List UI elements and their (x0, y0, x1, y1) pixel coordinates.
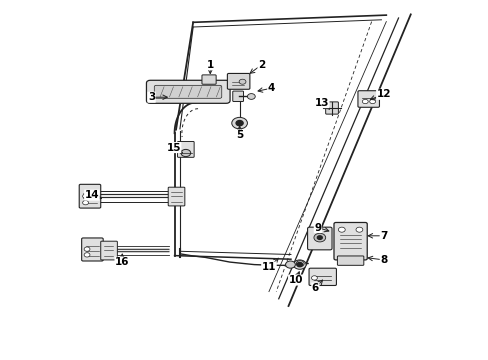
Circle shape (285, 261, 295, 268)
FancyBboxPatch shape (168, 187, 184, 206)
Text: 6: 6 (311, 283, 318, 293)
Circle shape (296, 261, 304, 266)
Circle shape (82, 201, 88, 205)
FancyBboxPatch shape (357, 91, 379, 107)
Circle shape (293, 260, 305, 269)
Circle shape (181, 149, 190, 157)
Text: 15: 15 (166, 143, 181, 153)
Text: 5: 5 (236, 130, 243, 140)
Text: 12: 12 (376, 89, 390, 99)
Circle shape (247, 94, 255, 99)
FancyBboxPatch shape (101, 241, 117, 260)
FancyBboxPatch shape (333, 222, 366, 260)
Circle shape (84, 247, 90, 251)
FancyBboxPatch shape (232, 91, 243, 102)
Text: 11: 11 (261, 262, 276, 272)
Text: 4: 4 (267, 83, 275, 93)
Circle shape (311, 276, 317, 280)
Circle shape (239, 79, 245, 84)
FancyBboxPatch shape (79, 184, 101, 208)
Circle shape (231, 117, 247, 129)
Text: 16: 16 (115, 257, 129, 267)
FancyBboxPatch shape (307, 227, 331, 250)
Text: 1: 1 (206, 60, 213, 70)
Circle shape (317, 236, 322, 239)
Text: 13: 13 (314, 98, 328, 108)
Circle shape (355, 227, 362, 232)
Circle shape (236, 121, 243, 126)
FancyBboxPatch shape (325, 102, 338, 114)
Circle shape (338, 227, 345, 232)
Circle shape (296, 262, 302, 267)
Circle shape (313, 233, 325, 242)
Text: 10: 10 (288, 275, 303, 285)
Text: 8: 8 (380, 255, 386, 265)
FancyBboxPatch shape (227, 73, 249, 89)
Circle shape (84, 253, 90, 257)
FancyBboxPatch shape (81, 238, 103, 261)
Text: 9: 9 (314, 222, 321, 233)
FancyBboxPatch shape (202, 75, 216, 84)
Circle shape (362, 99, 367, 104)
Text: 14: 14 (84, 190, 99, 200)
FancyBboxPatch shape (154, 85, 222, 98)
Circle shape (369, 99, 375, 104)
FancyBboxPatch shape (308, 268, 336, 285)
Text: 7: 7 (379, 231, 387, 241)
FancyBboxPatch shape (177, 141, 194, 157)
FancyBboxPatch shape (337, 256, 363, 265)
FancyBboxPatch shape (146, 80, 229, 103)
Text: 2: 2 (258, 60, 264, 70)
Text: 3: 3 (148, 92, 155, 102)
Circle shape (82, 194, 88, 198)
